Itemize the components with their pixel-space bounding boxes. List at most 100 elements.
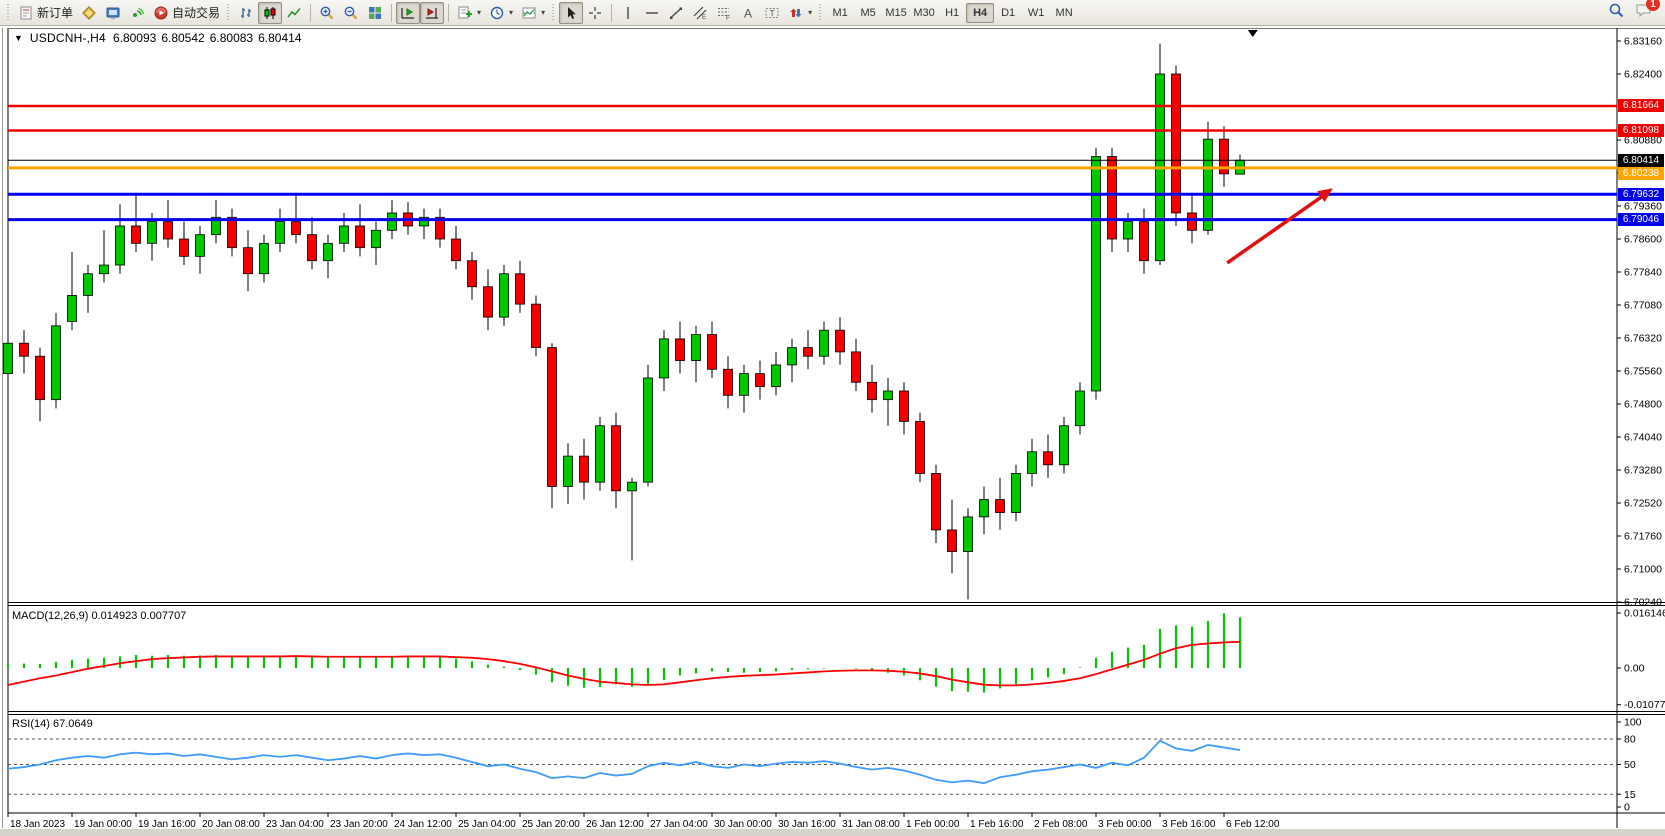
zoom-in-icon [320, 6, 334, 19]
price-badge-resistance-1: 6.81664 [1618, 99, 1664, 113]
cursor-button[interactable] [559, 1, 584, 24]
chart-line-button[interactable] [282, 2, 306, 24]
tab-timeframe-h4[interactable]: H4 [966, 2, 995, 23]
price-tick-label: 6.72520 [1624, 498, 1662, 510]
new-order-button[interactable]: 新订单 [14, 2, 77, 24]
tile-windows-icon [369, 6, 382, 19]
time-axis-label: 6 Feb 12:00 [1226, 819, 1280, 830]
candle [755, 373, 765, 388]
rsi-tick-label: 100 [1624, 717, 1642, 729]
chart-candles-button[interactable] [258, 1, 283, 24]
price-tick-label: 6.79360 [1624, 201, 1662, 213]
tab-timeframe-h1[interactable]: H1 [945, 6, 960, 19]
indicators-icon [522, 7, 536, 18]
trend-arrow [1226, 191, 1328, 265]
zoom-out-button[interactable] [339, 2, 363, 24]
rsi-tick-label: 0 [1624, 802, 1630, 814]
tab-timeframe-m5[interactable]: M5 [860, 6, 876, 19]
price-tick-label: 6.82400 [1624, 69, 1662, 81]
autoscroll-icon [401, 7, 415, 18]
tab-timeframe-w1[interactable]: W1 [1027, 6, 1045, 19]
autotrading-button[interactable]: 自动交易 [149, 2, 224, 24]
candle [371, 229, 381, 249]
toolbar-separator [310, 3, 312, 22]
price-tick-label: 6.80880 [1624, 135, 1662, 147]
svg-text:A: A [744, 6, 752, 20]
search-button[interactable] [1608, 2, 1625, 24]
time-axis-label: 24 Jan 12:00 [394, 819, 452, 830]
candle [67, 295, 77, 322]
candle [787, 347, 797, 366]
zoom-out-icon [344, 6, 358, 19]
symbol-period-label: USDCNH-,H4 [29, 31, 106, 45]
candle [1171, 73, 1181, 214]
rsi-value: 67.0649 [52, 718, 93, 730]
macd-tick-label: -0.010774 [1624, 699, 1665, 711]
text-button[interactable]: A [736, 2, 760, 24]
candle [627, 481, 637, 492]
time-axis-label: 23 Jan 20:00 [330, 819, 388, 830]
rsi-name: RSI(14) [12, 718, 50, 730]
toolbar-grip [7, 3, 11, 22]
time-axis-label: 3 Feb 16:00 [1162, 819, 1216, 830]
signals-icon-button[interactable] [125, 2, 149, 24]
community-icon [106, 7, 120, 19]
community-icon-button[interactable] [101, 2, 125, 24]
tile-windows-button[interactable] [363, 2, 387, 24]
tab-timeframe-m15[interactable]: M15 [885, 6, 907, 19]
label-button[interactable]: T [760, 2, 784, 24]
price-tick-label: 6.71000 [1624, 564, 1662, 576]
price-tick-label: 6.77840 [1624, 267, 1662, 279]
price-tick-label: 6.71760 [1624, 531, 1662, 543]
candle [851, 351, 861, 383]
candle [387, 212, 397, 231]
tab-timeframe-m1[interactable]: M1 [832, 6, 848, 19]
candle [1075, 390, 1085, 427]
arrow-objects-icon [790, 8, 802, 17]
price-tick-label: 6.78600 [1624, 234, 1662, 246]
candle [931, 473, 941, 531]
candle [963, 516, 973, 553]
horizontal-line-button[interactable] [640, 2, 664, 24]
candle [131, 225, 141, 244]
new-chart-button[interactable]: ▾ [453, 2, 485, 24]
tab-timeframe-m30[interactable]: M30 [913, 6, 935, 19]
equidistant-channel-button[interactable]: E [688, 2, 712, 24]
zoom-in-button[interactable] [315, 2, 339, 24]
time-axis-label: 1 Feb 16:00 [970, 819, 1024, 830]
arrows-button[interactable]: ▾ [784, 2, 816, 24]
crosshair-button[interactable] [583, 2, 607, 24]
rsi-tick-label: 50 [1624, 759, 1636, 771]
autoscroll-button[interactable] [396, 1, 421, 24]
candle [211, 216, 221, 236]
candle [163, 221, 173, 240]
fibonacci-button[interactable]: F [712, 2, 736, 24]
candle [179, 238, 189, 257]
tab-timeframe-d1[interactable]: D1 [1001, 6, 1016, 19]
one-click-trading-icon[interactable]: ▼ [14, 33, 23, 43]
candle [707, 334, 717, 370]
candle [1187, 212, 1197, 231]
price-tick-label: 6.75560 [1624, 366, 1662, 378]
chart-shift-button[interactable] [420, 1, 445, 24]
chevron-down-icon: ▾ [509, 8, 514, 17]
candle [419, 216, 429, 227]
indicators-button[interactable]: ▾ [517, 2, 549, 24]
candle [451, 238, 461, 262]
vertical-line-button[interactable] [616, 2, 640, 24]
profiles-button[interactable]: ▾ [485, 2, 517, 24]
chevron-down-icon: ▾ [808, 8, 813, 17]
chart-bars-button[interactable] [234, 2, 258, 24]
trendline-button[interactable] [664, 2, 688, 24]
tab-timeframe-mn[interactable]: MN [1055, 6, 1073, 19]
candle [19, 342, 29, 357]
candle [547, 347, 557, 487]
autotrading-label: 自动交易 [172, 6, 221, 20]
notifications-button[interactable]: 1 [1635, 0, 1660, 23]
svg-text:E: E [702, 15, 706, 21]
candle [339, 225, 349, 244]
candle [3, 342, 13, 375]
gold-icon-button[interactable] [77, 2, 101, 24]
chart-title: ▼ USDCNH-,H4 6.80093 6.80542 6.80083 6.8… [14, 31, 302, 45]
